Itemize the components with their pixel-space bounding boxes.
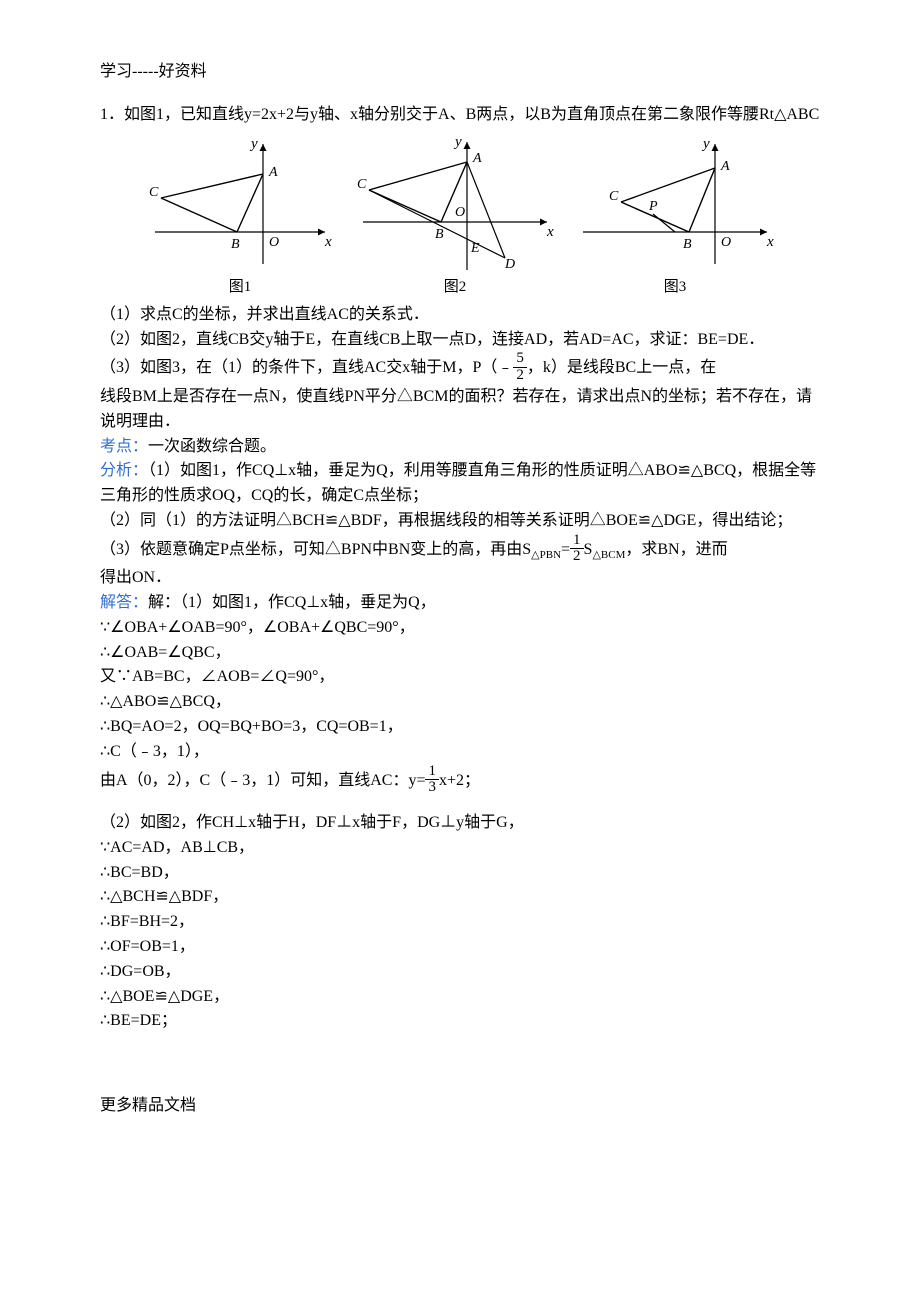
jieda-l10: ∵AC=AD，AB⊥CB， — [100, 836, 820, 861]
svg-text:x: x — [324, 234, 332, 250]
jieda-l5: ∴△ABO≌△BCQ， — [100, 690, 820, 715]
svg-text:A: A — [472, 151, 482, 166]
fenxi-p1: （1）如图1，作CQ⊥x轴，垂足为Q，利用等腰直角三角形的性质证明△ABO≌△B… — [100, 462, 816, 504]
jieda-l4: 又∵AB=BC，∠AOB=∠Q=90°， — [100, 665, 820, 690]
page-footer: 更多精品文档 — [100, 1094, 820, 1119]
svg-text:B: B — [435, 227, 444, 242]
fenxi-frac-den: 2 — [570, 549, 584, 565]
question-3a: （3）如图3，在（1）的条件下，直线AC交x轴于M，P（﹣52，k）是线段BC上… — [100, 352, 820, 385]
kaodian-label: 考点： — [100, 438, 148, 455]
figure-2-label: 图2 — [444, 276, 467, 299]
svg-text:C: C — [609, 189, 619, 204]
fenxi-frac: 12 — [570, 533, 584, 566]
fenxi-label: 分析： — [100, 462, 148, 479]
jieda-l14: ∴OF=OB=1， — [100, 935, 820, 960]
svg-text:C: C — [357, 177, 367, 192]
fenxi-p3a: （3）依题意确定P点坐标，可知△BPN中BN变上的高，再由S — [100, 541, 531, 558]
jieda-l8-den: 3 — [425, 780, 439, 796]
jieda-l13: ∴BF=BH=2， — [100, 910, 820, 935]
svg-text:x: x — [546, 224, 554, 240]
fenxi-sub2: △BCM — [592, 549, 625, 561]
svg-text:A: A — [720, 159, 730, 174]
fenxi-p2: （2）同（1）的方法证明△BCH≌△BDF，再根据线段的相等关系证明△BOE≌△… — [100, 509, 820, 534]
jieda-l9: （2）如图2，作CH⊥x轴于H，DF⊥x轴于F，DG⊥y轴于G， — [100, 811, 820, 836]
q3-frac-den: 2 — [513, 368, 527, 384]
q3-text-b: ，k）是线段BC上一点，在 — [527, 359, 716, 376]
svg-text:C: C — [149, 185, 159, 200]
figure-3-svg: x y A B C O P — [575, 134, 775, 274]
svg-text:y: y — [249, 136, 258, 152]
question-3b: 线段BM上是否存在一点N，使直线PN平分△BCM的面积？若存在，请求出点N的坐标… — [100, 385, 820, 435]
svg-text:E: E — [470, 241, 480, 256]
jieda-l7: ∴C（﹣3，1）， — [100, 740, 820, 765]
jieda-label: 解答： — [100, 594, 148, 611]
svg-text:O: O — [721, 235, 731, 250]
jieda-l17: ∴BE=DE； — [100, 1009, 820, 1034]
page-header: 学习-----好资料 — [100, 60, 820, 85]
fenxi-sub1: △PBN — [531, 549, 561, 561]
svg-text:x: x — [766, 234, 774, 250]
figure-3-label: 图3 — [664, 276, 687, 299]
svg-text:P: P — [648, 199, 658, 214]
svg-text:O: O — [269, 235, 279, 250]
svg-text:B: B — [231, 237, 240, 252]
jieda-l16: ∴△BOE≌△DGE， — [100, 985, 820, 1010]
figure-1: x y A B C O 图1 — [145, 134, 335, 299]
jieda-l1: 解：（1）如图1，作CQ⊥x轴，垂足为Q， — [148, 594, 436, 611]
jieda-l11: ∴BC=BD， — [100, 861, 820, 886]
svg-text:A: A — [268, 165, 278, 180]
figure-3: x y A B C O P 图3 — [575, 134, 775, 299]
jieda-l8-num: 1 — [425, 764, 439, 781]
q3-text-a: （3）如图3，在（1）的条件下，直线AC交x轴于M，P（﹣ — [100, 359, 513, 376]
fenxi-p3: （3）依题意确定P点坐标，可知△BPN中BN变上的高，再由S△PBN=12S△B… — [100, 534, 820, 567]
fenxi-p3d: ，求BN，进而 — [625, 541, 727, 558]
figure-1-svg: x y A B C O — [145, 134, 335, 274]
jieda-l2: ∵∠OBA+∠OAB=90°，∠OBA+∠QBC=90°， — [100, 616, 820, 641]
problem-intro: 1．如图1，已知直线y=2x+2与y轴、x轴分别交于A、B两点，以B为直角顶点在… — [100, 103, 820, 128]
figure-2: x y A B C O E D 图2 — [355, 134, 555, 299]
kaodian-text: 一次函数综合题。 — [148, 438, 276, 455]
figure-1-label: 图1 — [229, 276, 252, 299]
q3-frac: 52 — [513, 351, 527, 384]
jieda-l15: ∴DG=OB， — [100, 960, 820, 985]
svg-text:O: O — [455, 205, 465, 220]
jieda-l8: 由A（0，2），C（﹣3，1）可知，直线AC：y=13x+2； — [100, 765, 820, 798]
jieda-l12: ∴△BCH≌△BDF， — [100, 885, 820, 910]
figures-row: x y A B C O 图1 x y A B C — [100, 134, 820, 299]
question-1: （1）求点C的坐标，并求出直线AC的关系式． — [100, 303, 820, 328]
figure-2-svg: x y A B C O E D — [355, 134, 555, 274]
svg-text:y: y — [701, 136, 710, 152]
svg-text:B: B — [683, 237, 692, 252]
q3-frac-num: 5 — [513, 351, 527, 368]
fenxi-p3e: 得出ON． — [100, 566, 820, 591]
jieda-l8b: x+2； — [439, 772, 480, 789]
question-2: （2）如图2，直线CB交y轴于E，在直线CB上取一点D，连接AD，若AD=AC，… — [100, 328, 820, 353]
jieda-l3: ∴∠OAB=∠QBC， — [100, 641, 820, 666]
fenxi-frac-num: 1 — [570, 533, 584, 550]
jieda-l8-frac: 13 — [425, 764, 439, 797]
jieda-l8a: 由A（0，2），C（﹣3，1）可知，直线AC：y= — [100, 772, 425, 789]
fenxi-p3b: = — [561, 541, 570, 558]
svg-text:D: D — [504, 257, 515, 272]
svg-text:y: y — [453, 134, 462, 150]
jieda-l6: ∴BQ=AO=2，OQ=BQ+BO=3，CQ=OB=1， — [100, 715, 820, 740]
